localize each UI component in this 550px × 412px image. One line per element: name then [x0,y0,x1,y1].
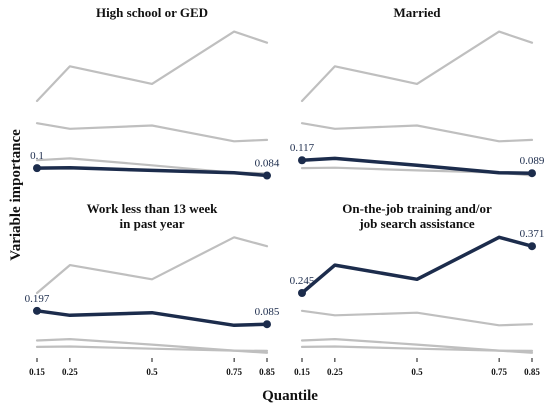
x-tick-label: 0.5 [146,367,158,377]
end-value-label: 0.089 [520,155,545,167]
panel-title-line: job search assistance [358,216,475,231]
context-series-line [300,338,534,352]
panel-title-line: Work less than 13 week [87,201,219,216]
context-series-line [300,30,534,103]
panel-title-line: Married [394,5,442,20]
highlight-series-line [35,165,269,178]
endpoint-marker [33,306,41,315]
start-value-label: 0.197 [25,293,50,305]
highlight-series-line [35,309,269,328]
highlight-series-line [300,235,534,295]
x-tick-label: 0.85 [259,367,275,377]
endpoint-marker [528,169,536,178]
end-value-label: 0.371 [520,228,545,240]
panel-title-line: High school or GED [96,5,208,20]
endpoint-marker [298,156,306,165]
panel-title-line: On-the-job training and/or [342,201,492,216]
x-tick-label: 0.25 [62,367,78,377]
panel-1: High school or GED 0.1 0.084 [30,5,280,180]
end-value-label: 0.084 [255,158,280,170]
y-axis-title: Variable importance [8,129,24,261]
start-value-label: 0.117 [290,142,315,154]
endpoint-marker [33,164,41,173]
endpoint-marker [298,289,306,297]
x-tick-label: 0.15 [294,367,310,377]
end-value-label: 0.085 [255,306,280,318]
context-series-line [300,309,534,327]
endpoint-marker [528,242,536,251]
context-series-line [35,30,269,103]
context-series-line [300,122,534,143]
x-tick-label: 0.85 [524,367,540,377]
highlight-series-line [300,156,534,175]
context-series-line [35,122,269,143]
x-tick-label: 0.75 [491,367,507,377]
panel-2: Married 0.117 0.089 [290,5,545,178]
panel-title-line: in past year [120,216,185,231]
start-value-label: 0.1 [30,150,44,162]
context-series-line [35,236,269,295]
x-axis-title: Quantile [262,388,318,404]
x-tick-label: 0.25 [327,367,343,377]
endpoint-marker [263,320,271,329]
context-series-line [35,338,269,352]
endpoint-marker [263,171,271,180]
x-tick-label: 0.5 [411,367,423,377]
x-tick-label: 0.75 [226,367,242,377]
x-tick-label: 0.15 [29,367,45,377]
start-value-label: 0.245 [290,275,315,287]
